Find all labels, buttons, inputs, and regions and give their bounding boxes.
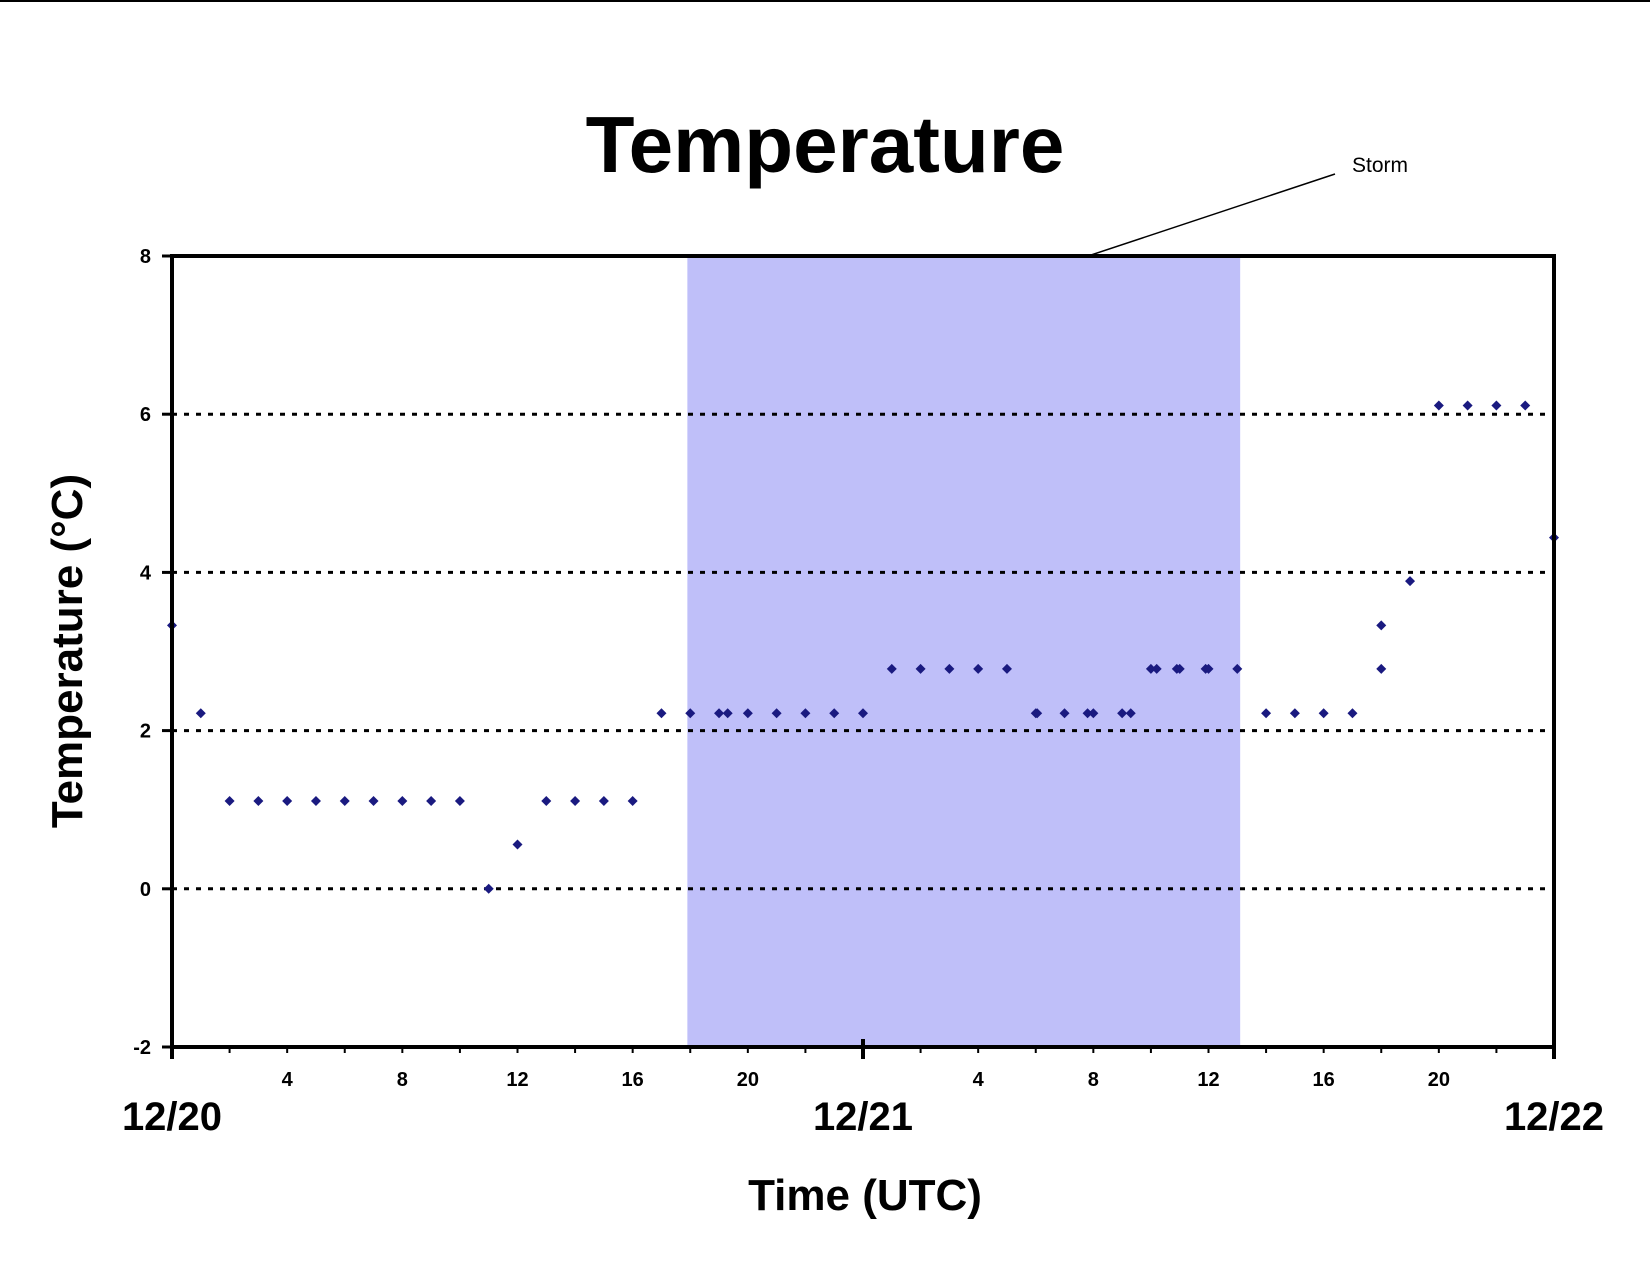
data-point	[253, 795, 264, 806]
storm-annotation-label: Storm	[1352, 154, 1408, 177]
storm-band	[687, 256, 1241, 1047]
y-axis-title: Temperature (°C)	[43, 474, 92, 828]
data-point	[1491, 400, 1502, 411]
data-point	[282, 795, 293, 806]
y-tick-label: 8	[140, 246, 151, 268]
date-label: 12/20	[122, 1095, 222, 1139]
data-point	[570, 795, 581, 806]
y-tick-label: 4	[140, 562, 152, 584]
data-point	[368, 795, 379, 806]
axes: -2 0 2 4 6 8 4 8 12 16 20 4 8 12 16 20 12/20 12/21 12/22	[122, 246, 1604, 1139]
data-point	[1145, 663, 1156, 674]
data-point	[1520, 400, 1531, 411]
data-point	[512, 839, 523, 850]
x-tick-label: 16	[1313, 1069, 1335, 1091]
x-tick-label: 16	[622, 1069, 644, 1091]
data-point	[397, 795, 408, 806]
data-point	[1117, 708, 1128, 719]
data-point	[1289, 708, 1300, 719]
y-tick-label: 6	[140, 404, 151, 426]
data-point	[1347, 708, 1358, 719]
date-label: 12/22	[1504, 1095, 1604, 1139]
data-point	[1433, 400, 1444, 411]
data-point	[454, 795, 465, 806]
data-point	[1405, 576, 1416, 587]
storm-leader-line	[1087, 173, 1336, 257]
y-tick-label: 2	[140, 721, 151, 743]
data-point	[829, 708, 840, 719]
data-point	[426, 795, 437, 806]
data-point	[915, 663, 926, 674]
data-points	[167, 400, 1559, 894]
x-tick-label: 4	[973, 1069, 985, 1091]
data-point	[541, 795, 552, 806]
x-tick-label: 8	[397, 1069, 408, 1091]
data-point	[944, 663, 955, 674]
data-point	[310, 795, 321, 806]
x-tick-label: 4	[282, 1069, 294, 1091]
x-tick-label: 20	[1428, 1069, 1450, 1091]
date-label: 12/21	[813, 1095, 913, 1139]
data-point	[1376, 663, 1387, 674]
x-axis-title: Time (UTC)	[748, 1171, 982, 1220]
x-tick-label: 12	[1197, 1069, 1219, 1091]
data-point	[1088, 708, 1099, 719]
data-point	[1059, 708, 1070, 719]
data-point	[483, 883, 494, 894]
data-point	[1151, 663, 1162, 674]
data-point	[339, 795, 350, 806]
data-point	[973, 663, 984, 674]
storm-layer: Storm	[687, 154, 1408, 1047]
data-point	[1125, 708, 1136, 719]
data-point	[771, 708, 782, 719]
data-point	[1318, 708, 1329, 719]
data-point	[195, 708, 206, 719]
data-point	[1001, 663, 1012, 674]
x-tick-label: 12	[506, 1069, 528, 1091]
data-point	[886, 663, 897, 674]
y-tick-label: -2	[133, 1037, 151, 1059]
data-point	[858, 708, 868, 719]
data-point	[598, 795, 609, 806]
x-tick-label: 8	[1088, 1069, 1099, 1091]
data-point	[1082, 708, 1093, 719]
data-point	[1232, 663, 1243, 674]
data-point	[722, 708, 733, 719]
gridlines	[172, 412, 1554, 891]
chart-title: Temperature	[586, 100, 1065, 189]
data-point	[224, 795, 235, 806]
data-point	[1203, 663, 1214, 674]
y-tick-label: 0	[140, 879, 151, 901]
data-point	[1174, 663, 1185, 674]
data-point	[1032, 708, 1043, 719]
data-point	[714, 708, 725, 719]
data-point	[1462, 400, 1473, 411]
x-tick-label: 20	[737, 1069, 759, 1091]
data-point	[685, 708, 696, 719]
data-point	[800, 708, 811, 719]
data-point	[1376, 620, 1387, 631]
data-point	[1261, 708, 1272, 719]
data-point	[656, 708, 667, 719]
data-point	[627, 795, 638, 806]
data-point	[742, 708, 753, 719]
